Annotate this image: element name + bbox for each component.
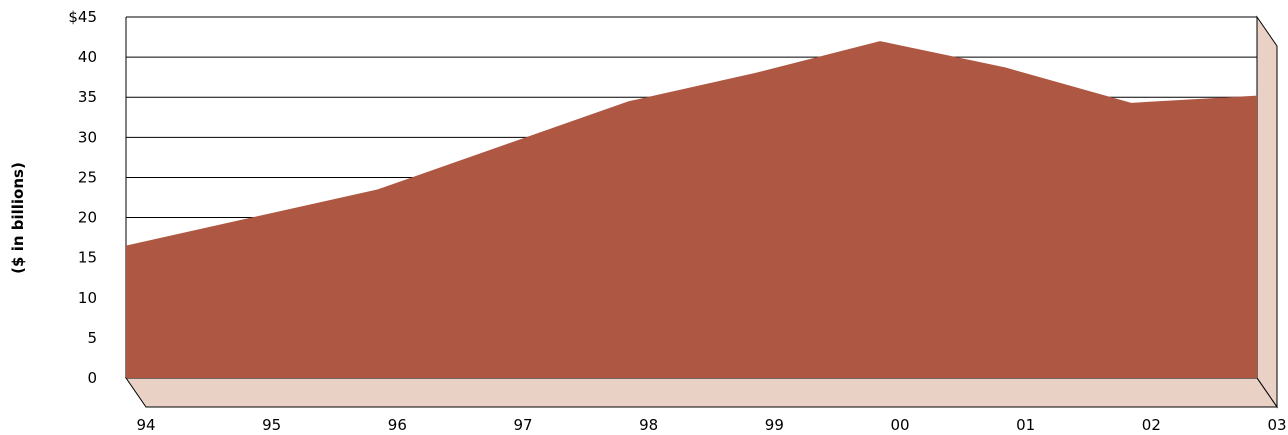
y-tick-label: 25 (78, 168, 97, 186)
x-tick-label: 00 (890, 416, 909, 434)
series-area (126, 41, 1257, 379)
chart-floor (125, 377, 1278, 408)
x-tick-label: 96 (388, 416, 407, 434)
y-tick-label: 30 (78, 128, 97, 146)
x-tick-label: 98 (639, 416, 658, 434)
y-tick-label: 0 (87, 369, 97, 387)
y-tick-label: 20 (78, 209, 97, 227)
y-tick-label: 10 (78, 289, 97, 307)
x-tick-label: 95 (262, 416, 281, 434)
plot-area: 0 5 10 15 20 25 30 35 40 $45 94 95 96 97 98 99 00 01 02 03 (68, 8, 1286, 434)
y-axis-label: ($ in billions) (9, 162, 27, 274)
y-tick-label: $45 (68, 8, 97, 26)
x-tick-label: 01 (1016, 416, 1035, 434)
x-tick-label: 97 (513, 416, 532, 434)
x-tick-label: 94 (136, 416, 155, 434)
y-tick-label: 5 (87, 329, 97, 347)
y-tick-label: 15 (78, 249, 97, 267)
x-tick-label: 03 (1267, 416, 1286, 434)
x-tick-label: 99 (765, 416, 784, 434)
y-tick-label: 35 (78, 88, 97, 106)
x-tick-label: 02 (1142, 416, 1161, 434)
y-tick-label: 40 (78, 48, 97, 66)
side-wall (1256, 15, 1278, 409)
